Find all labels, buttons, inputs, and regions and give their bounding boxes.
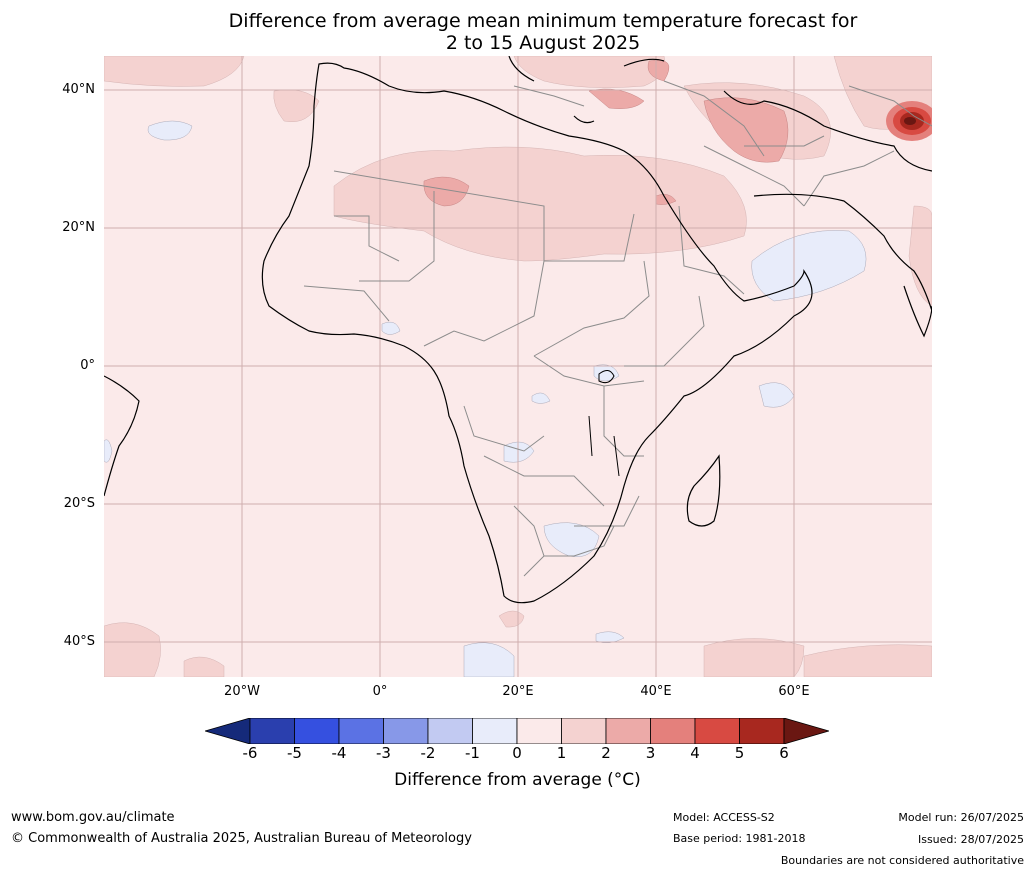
country-boundaries	[303, 80, 932, 577]
anomaly-hot-spot	[886, 101, 932, 141]
lon-label-60e: 60°E	[778, 684, 810, 699]
colorbar-tick-label: 3	[645, 744, 656, 762]
lat-label-40n: 40°N	[62, 82, 95, 97]
copyright-text: © Commonwealth of Australia 2025, Austra…	[11, 831, 472, 846]
colorbar-cell	[516, 718, 562, 744]
model-run-date: Model run: 26/07/2025	[898, 811, 1024, 824]
colorbar-tick-label: 4	[690, 744, 700, 762]
lat-label-20s: 20°S	[63, 496, 95, 511]
colorbar-cell	[294, 718, 340, 744]
colorbar-cell	[338, 718, 384, 744]
colorbar-label: Difference from average (°C)	[394, 770, 641, 790]
graticule-lines	[104, 56, 932, 677]
title-line-1: Difference from average mean minimum tem…	[228, 10, 858, 32]
colorbar-tick-label: -5	[287, 744, 302, 762]
lon-label-0: 0°	[372, 684, 388, 699]
lon-label-40e: 40°E	[640, 684, 672, 699]
colorbar-extend-low	[205, 718, 251, 744]
base-period: Base period: 1981-2018	[673, 832, 806, 845]
colorbar-cell	[383, 718, 429, 744]
title-line-2: 2 to 15 August 2025	[445, 32, 641, 54]
colorbar-tick-label: -6	[242, 744, 258, 762]
colorbar-cell	[561, 718, 607, 744]
colorbar-tick-label: -3	[376, 744, 391, 762]
colorbar-cell	[472, 718, 518, 744]
colorbar-tick-label: 5	[734, 744, 745, 762]
lat-label-20n: 20°N	[62, 220, 95, 235]
model-name: Model: ACCESS-S2	[673, 811, 775, 824]
colorbar-cell	[249, 718, 295, 744]
map-panel	[104, 56, 932, 677]
colorbar-cell	[650, 718, 696, 744]
colorbar-tick-label: -2	[420, 744, 436, 762]
colorbar-cell	[427, 718, 473, 744]
colorbar	[205, 718, 829, 744]
colorbar-cell	[694, 718, 740, 744]
colorbar-extend-high	[783, 718, 829, 744]
lat-label-40s: 40°S	[63, 634, 95, 649]
colorbar-tick-label: -1	[465, 744, 480, 762]
colorbar-tick-label: 6	[779, 744, 789, 762]
anomaly-minus-1-to-0-regions	[104, 120, 867, 677]
coastlines	[104, 56, 932, 604]
colorbar-cell	[605, 718, 651, 744]
boundaries-disclaimer: Boundaries are not considered authoritat…	[780, 854, 1024, 867]
lon-label-20e: 20°E	[502, 684, 534, 699]
lakes	[588, 370, 620, 477]
colorbar-tick-label: 2	[601, 744, 611, 762]
lon-label-20w: 20°W	[224, 684, 260, 699]
colorbar-tick-label: -4	[331, 744, 347, 762]
colorbar-tick-label: 0	[512, 744, 522, 762]
lat-label-0: 0°	[80, 358, 95, 373]
issued-date: Issued: 28/07/2025	[917, 833, 1024, 846]
website-url[interactable]: www.bom.gov.au/climate	[11, 810, 175, 825]
chart-title: Difference from average mean minimum tem…	[0, 10, 1035, 54]
colorbar-tick-label: 1	[556, 744, 567, 762]
colorbar-cell	[739, 718, 785, 744]
